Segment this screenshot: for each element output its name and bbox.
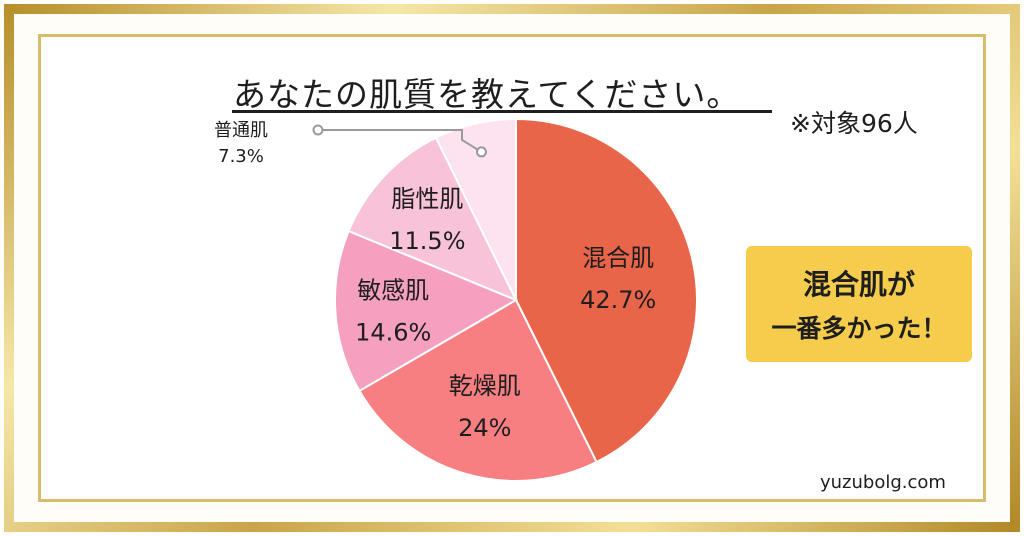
pie-slice-dry: [358, 298, 598, 482]
site-watermark: yuzubolg.com: [820, 472, 946, 493]
pie-label-combination: 混合肌: [582, 244, 654, 272]
pie-value-combination: 42.7%: [580, 286, 656, 314]
external-slice-label: 普通肌 7.3%: [214, 118, 268, 170]
chart-title: あなたの肌質を教えてください。: [233, 75, 741, 114]
pie-label-sensitive: 敏感肌: [357, 276, 429, 304]
pie-value-sensitive: 14.6%: [355, 318, 431, 346]
title-underline: [232, 110, 772, 113]
pie-value-dry: 24%: [458, 414, 511, 442]
pie-slice-sensitive: [334, 229, 519, 393]
callout-line-2: 一番多かった！: [771, 314, 947, 343]
pie-slice-oily: [347, 136, 519, 302]
pie-slice-normal: [434, 117, 517, 301]
pie-slice-combination: [515, 117, 698, 464]
pie-value-oily: 11.5%: [389, 227, 465, 255]
external-slice-name: 普通肌: [214, 120, 268, 141]
leader-line: [323, 129, 482, 153]
external-slice-value: 7.3%: [218, 146, 264, 167]
leader-end-dot: [475, 146, 487, 158]
callout-line-1: 混合肌が: [802, 268, 915, 301]
sample-size-note: ※対象96人: [790, 109, 918, 138]
pie-label-oily: 脂性肌: [391, 185, 463, 213]
pie-label-dry: 乾燥肌: [449, 372, 521, 400]
leader-start-dot: [312, 124, 324, 136]
highlight-callout: 混合肌が 一番多かった！: [746, 246, 972, 362]
